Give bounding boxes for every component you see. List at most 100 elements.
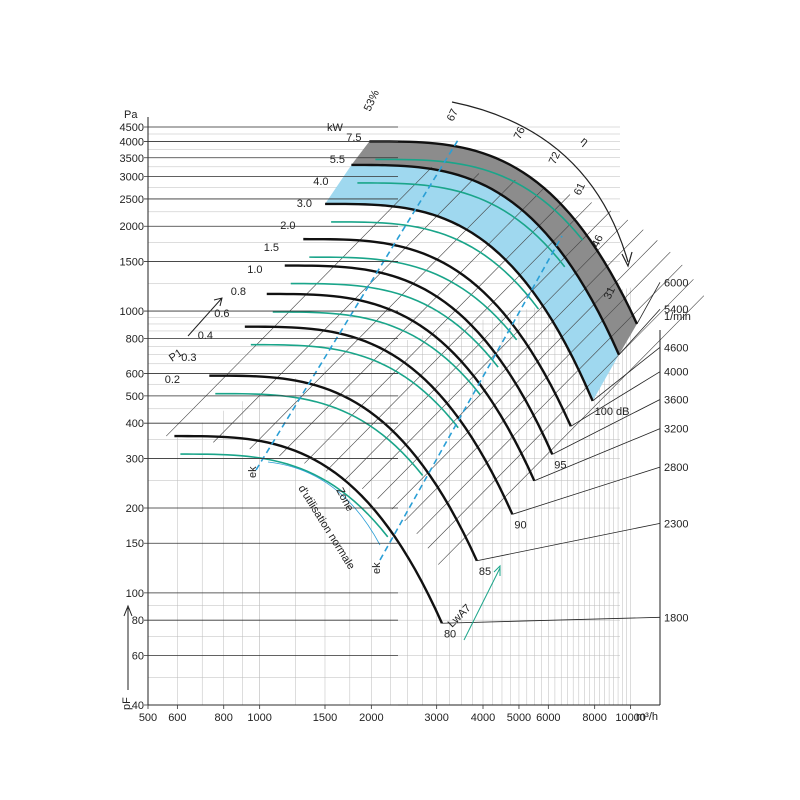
rpm-leader: [476, 522, 661, 562]
power-curve: [215, 392, 424, 477]
rpm-tick-label: 4000: [664, 367, 688, 379]
power-arrow: [187, 297, 223, 337]
x-tick-label: 6000: [536, 712, 560, 724]
speed-curves: 1800 80 2300 85 2800 90 3200 3600 95 4000 4600 100 …: [174, 140, 688, 640]
rpm-tick-label: 5400: [664, 304, 688, 316]
power-label: 4.0: [313, 176, 328, 188]
y-tick-label: 200: [126, 503, 144, 515]
x-tick-label: 3000: [424, 712, 448, 724]
axes: 4500 4000 3500 3000 2500 2000 1500 1000 800 600 50…: [120, 117, 661, 724]
efficiency-label: 31: [602, 285, 618, 301]
x-tick-label: 8000: [582, 712, 606, 724]
y-tick-label: 60: [132, 650, 144, 662]
y-tick-label: 2000: [120, 221, 144, 233]
system-curve: [391, 240, 658, 510]
system-curve: [304, 194, 571, 464]
efficiency-label: 67: [445, 107, 461, 123]
kw-label: kW: [327, 122, 344, 134]
efficiency-symbol: η: [578, 135, 590, 148]
y-tick-label: 4000: [120, 136, 144, 148]
efficiency-arrow: [451, 101, 629, 263]
rpm-leader: [534, 428, 661, 482]
zone-marker-left: ek: [247, 466, 259, 478]
zone-bracket: [267, 461, 381, 546]
power-label: 0.4: [198, 330, 213, 342]
rpm-leader: [618, 308, 661, 355]
power-curve: [331, 221, 540, 310]
y-tick-label: 500: [126, 391, 144, 403]
rpm-leader: [592, 346, 661, 402]
power-label: 1.5: [264, 242, 279, 254]
rpm-tick-label: 2800: [664, 462, 688, 474]
rpm-tick-label: 2300: [664, 518, 688, 530]
system-curve: [344, 210, 611, 480]
y-tick-label: 150: [126, 538, 144, 550]
x-tick-label: 1000: [247, 712, 271, 724]
speed-curve: [351, 163, 621, 356]
y-tick-label: 400: [126, 418, 144, 430]
y-tick-label: 300: [126, 453, 144, 465]
zone-label-1: Zone: [333, 486, 355, 514]
zone-marker-bottom: ek: [371, 562, 383, 574]
x-axis-unit: m³/h: [636, 711, 658, 723]
db-label: 90: [514, 519, 526, 531]
system-curve: [404, 251, 671, 522]
power-curve: [180, 453, 389, 538]
lw-arrow: [463, 564, 501, 641]
system-curve: [416, 264, 683, 535]
rpm-leader: [441, 616, 661, 624]
y-tick-label: 2500: [120, 194, 144, 206]
system-curve: [377, 229, 644, 499]
power-curve: [309, 256, 518, 341]
y-tick-label: 40: [132, 700, 144, 712]
x-tick-label: 600: [168, 712, 186, 724]
y-tick-label: 3500: [120, 153, 144, 165]
power-curve: [272, 311, 481, 396]
rpm-leader: [570, 371, 661, 427]
y-axis-label: pF: [121, 697, 133, 710]
system-curve: [213, 173, 480, 443]
y-tick-label: 1500: [120, 256, 144, 268]
high-speed-zone: [351, 141, 637, 355]
power-curve: [357, 182, 566, 268]
y-axis-unit: Pa: [124, 109, 138, 121]
rpm-tick-label: 4600: [664, 342, 688, 354]
power-curve: [290, 282, 499, 368]
power-label: 0.3: [181, 352, 196, 364]
system-curve: [249, 179, 516, 450]
power-label: 7.5: [346, 132, 361, 144]
speed-curve: [266, 292, 536, 482]
rpm-leader: [636, 282, 661, 325]
y-tick-label: 3000: [120, 172, 144, 184]
x-tick-label: 2000: [359, 712, 383, 724]
rpm-tick-label: 6000: [664, 277, 688, 289]
power-curve: [375, 158, 584, 241]
power-label: 5.5: [330, 154, 345, 166]
power-curve: [250, 343, 459, 429]
efficiency-arrow-head: [621, 251, 633, 268]
db-label: 95: [554, 459, 566, 471]
rpm-leader: [512, 466, 661, 515]
x-tick-label: 4000: [471, 712, 495, 724]
rpm-axis-unit: 1/min: [664, 311, 691, 323]
operating-zone-fills: [325, 141, 637, 401]
y-tick-label: 80: [132, 615, 144, 627]
y-tick-label: 100: [126, 588, 144, 600]
speed-curve: [369, 140, 639, 325]
rpm-leader: [552, 399, 661, 455]
x-tick-label: 800: [215, 712, 233, 724]
upper-zone: [325, 164, 619, 401]
power-label: 0.6: [214, 308, 229, 320]
rpm-tick-label: 3600: [664, 395, 688, 407]
rpm-tick-label: 3200: [664, 424, 688, 436]
y-tick-label: 1000: [120, 306, 144, 318]
efficiency-label: 53%: [362, 88, 382, 113]
zone-line-left: [255, 139, 459, 471]
efficiency-label: 46: [590, 233, 606, 249]
system-curve: [166, 166, 433, 437]
x-tick-label: 1500: [313, 712, 337, 724]
y-tick-label: 4500: [120, 122, 144, 134]
system-curve: [427, 279, 694, 549]
speed-curve: [174, 434, 444, 624]
